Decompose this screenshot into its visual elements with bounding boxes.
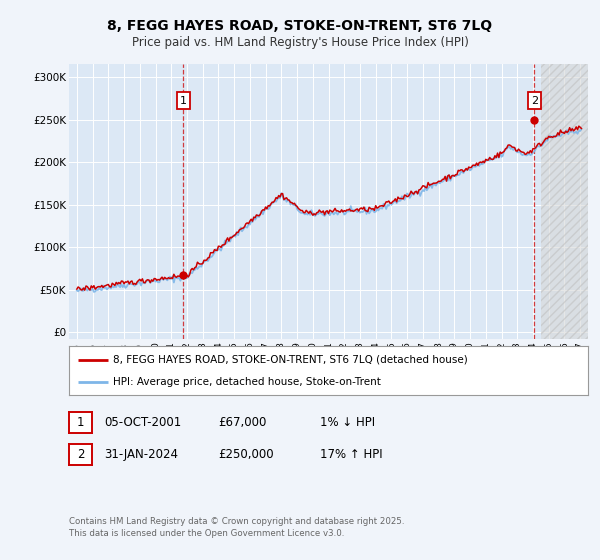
Text: 2: 2 xyxy=(77,448,84,461)
Text: £67,000: £67,000 xyxy=(218,416,266,430)
Text: 2: 2 xyxy=(530,96,538,105)
Text: Price paid vs. HM Land Registry's House Price Index (HPI): Price paid vs. HM Land Registry's House … xyxy=(131,36,469,49)
Text: 31-JAN-2024: 31-JAN-2024 xyxy=(104,448,178,461)
Text: 1: 1 xyxy=(179,96,187,105)
Text: HPI: Average price, detached house, Stoke-on-Trent: HPI: Average price, detached house, Stok… xyxy=(113,377,381,387)
Text: 8, FEGG HAYES ROAD, STOKE-ON-TRENT, ST6 7LQ: 8, FEGG HAYES ROAD, STOKE-ON-TRENT, ST6 … xyxy=(107,20,493,34)
Text: 05-OCT-2001: 05-OCT-2001 xyxy=(104,416,181,430)
Text: £250,000: £250,000 xyxy=(218,448,274,461)
Text: 1: 1 xyxy=(77,416,84,430)
Text: 17% ↑ HPI: 17% ↑ HPI xyxy=(320,448,382,461)
Text: 1% ↓ HPI: 1% ↓ HPI xyxy=(320,416,375,430)
Bar xyxy=(541,64,588,339)
Text: Contains HM Land Registry data © Crown copyright and database right 2025.
This d: Contains HM Land Registry data © Crown c… xyxy=(69,517,404,538)
Text: 8, FEGG HAYES ROAD, STOKE-ON-TRENT, ST6 7LQ (detached house): 8, FEGG HAYES ROAD, STOKE-ON-TRENT, ST6 … xyxy=(113,354,468,365)
